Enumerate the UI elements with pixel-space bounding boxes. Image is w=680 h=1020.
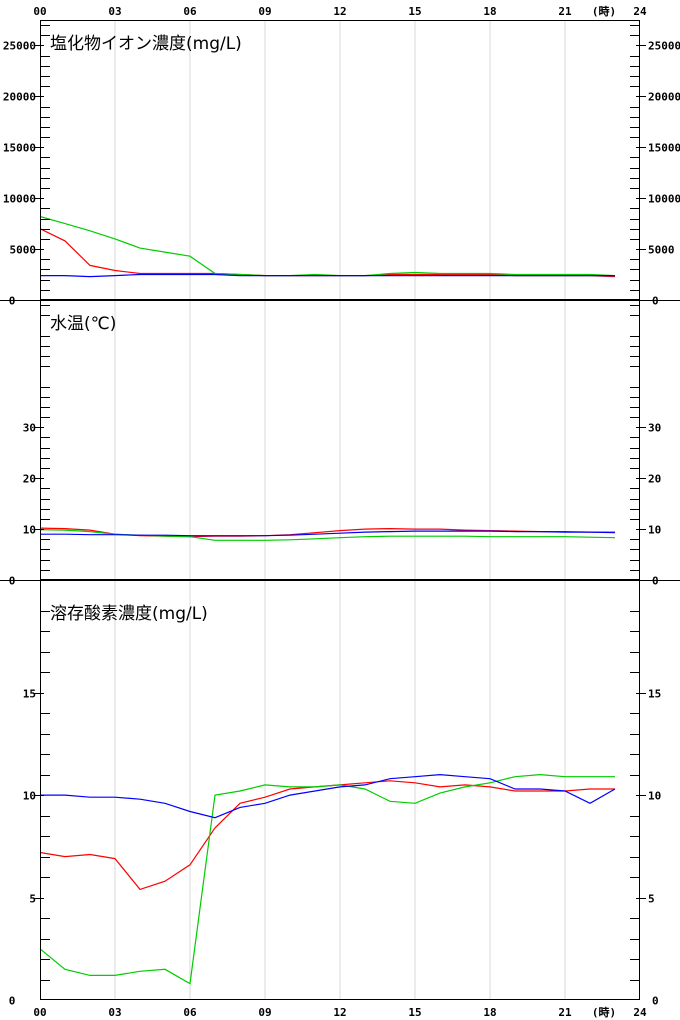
y-tick-label-left: 10 [23,524,36,537]
water-temp-series-line-2 [40,530,616,537]
series-layer [39,215,616,985]
y-tick-label-right: 5 [648,893,655,906]
y-tick-label-right: 10000 [648,193,680,206]
y-tick-label-left: 0 [9,295,16,308]
y-tick-label-left: 25000 [3,40,36,53]
y-tick-label-right: 30 [648,422,661,435]
x-tick-label-top: 24 [633,5,647,18]
x-tick-label-bottom: 18 [483,1006,496,1019]
y-tick-label-right: 15000 [648,142,680,155]
label-layer: 塩化物イオン濃度(mg/L) 水温(℃) 溶存酸素濃度(mg/L) (時) (時… [50,4,616,1019]
y-tick-label-left: 10 [23,790,36,803]
x-tick-label-top: 03 [108,5,121,18]
y-tick-label-left: 15 [23,688,36,701]
y-tick-label-right: 5000 [648,244,675,257]
x-tick-label-top: 15 [408,5,421,18]
chloride-panel-title: 塩化物イオン濃度(mg/L) [50,34,242,54]
y-tick-label-left: 20 [23,473,36,486]
y-tick-label-right: 20000 [648,91,680,104]
x-tick-label-bottom: 21 [558,1006,572,1019]
x-tick-label-top: 06 [183,5,197,18]
x-tick-label-bottom: 12 [333,1006,346,1019]
y-tick-label-right: 15 [648,688,661,701]
water-temp-panel-title: 水温(℃) [50,314,116,334]
x-tick-label-bottom: 15 [408,1006,421,1019]
y-tick-label-right: 25000 [648,40,680,53]
dissolved-oxygen-series-line-1 [39,773,615,985]
y-tick-label-right: 20 [648,473,661,486]
frame-layer [0,20,680,1000]
x-unit-label-top: (時) [592,4,616,18]
y-tick-label-left: 15000 [3,142,36,155]
y-tick-label-right: 0 [652,295,659,308]
x-tick-label-bottom: 06 [183,1006,197,1019]
x-tick-label-bottom: 03 [108,1006,121,1019]
grid-layer [114,20,566,1000]
x-tick-label-top: 00 [33,5,46,18]
chloride-series-line-1 [39,215,616,277]
dissolved-oxygen-panel-title: 溶存酸素濃度(mg/L) [50,604,208,624]
chloride-series-line-2 [40,273,615,278]
x-tick-label-top: 09 [258,5,271,18]
dissolved-oxygen-series-line-2 [40,773,616,819]
chloride-panel-frame [40,20,640,300]
y-tick-label-right: 10 [648,790,661,803]
y-tick-label-left: 0 [9,575,16,588]
y-tick-label-left: 10000 [3,193,36,206]
y-tick-label-right: 10 [648,524,661,537]
x-tick-label-top: 12 [333,5,346,18]
x-tick-label-top: 21 [558,5,572,18]
y-tick-label-right: 0 [652,575,659,588]
y-tick-label-right: 0 [652,995,659,1008]
dissolved-oxygen-series-line-0 [39,780,615,891]
y-tick-label-left: 30 [23,422,36,435]
x-tick-label-bottom: 00 [33,1006,46,1019]
chloride-series-line-0 [39,228,616,278]
y-tick-label-left: 5000 [10,244,37,257]
y-tick-label-left: 0 [9,995,16,1008]
y-tick-label-left: 5 [29,893,36,906]
x-unit-label-bottom: (時) [592,1005,616,1019]
x-tick-label-bottom: 09 [258,1006,271,1019]
x-tick-label-top: 18 [483,5,496,18]
y-tick-label-left: 20000 [3,91,36,104]
x-tick-label-bottom: 24 [633,1006,647,1019]
